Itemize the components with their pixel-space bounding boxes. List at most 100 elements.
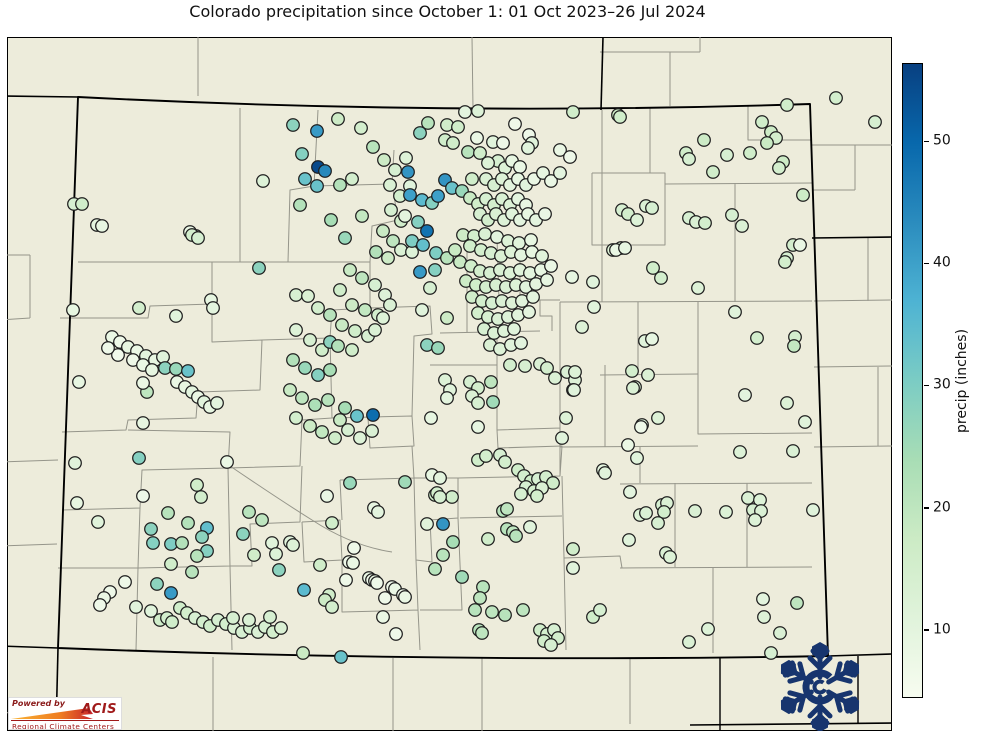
station-point [538,207,552,221]
station-point [654,271,668,285]
station-point [226,611,240,625]
station-point [136,416,150,430]
station-point [346,556,360,570]
station-point [144,604,158,618]
station-point [806,503,820,517]
station-point [748,513,762,527]
station-point [559,411,573,425]
station-point [355,209,369,223]
station-point [575,320,589,334]
acis-divider [11,720,119,721]
station-point [598,466,612,480]
station-point [381,251,395,265]
station-point [325,516,339,530]
station-point [645,332,659,346]
station-point [566,542,580,556]
station-point [403,188,417,202]
station-point [320,489,334,503]
station-point [657,505,671,519]
station-point [755,115,769,129]
station-point [298,172,312,186]
station-point [468,603,482,617]
station-point [335,318,349,332]
station-point [389,627,403,641]
station-point [586,275,600,289]
station-point [129,600,143,614]
station-point [790,596,804,610]
station-point [630,451,644,465]
station-point [433,471,447,485]
station-point [498,608,512,622]
station-point [471,104,485,118]
colorbar-tick-label: 30 [933,377,951,394]
acis-swoosh-graphic [11,708,93,719]
station-point [136,489,150,503]
station-point [478,227,492,241]
station-point [331,339,345,353]
station-point [181,364,195,378]
station-point [289,288,303,302]
station-point [623,485,637,499]
station-point [324,213,338,227]
station-point [256,174,270,188]
station-point [772,161,786,175]
station-point [368,278,382,292]
station-point [868,115,882,129]
station-point [399,151,413,165]
station-point [540,361,554,375]
station-point [651,516,665,530]
station-point [206,301,220,315]
station-point [334,650,348,664]
station-point [760,136,774,150]
station-point [513,160,527,174]
station-point [481,532,495,546]
station-point [190,549,204,563]
colorbar-tick-mark [924,507,929,509]
station-point [70,496,84,510]
station-point [95,219,109,233]
station-point [345,298,359,312]
station-point [132,301,146,315]
station-point [371,505,385,519]
station-point [401,165,415,179]
station-point [303,419,317,433]
station-point [473,591,487,605]
colorbar-tick-mark [924,140,929,143]
station-point [185,565,199,579]
acis-subtitle-text: Regional Climate Centers [12,722,115,730]
station-point [757,610,771,624]
station-point [220,455,234,469]
station-point [347,541,361,555]
station-point [446,136,460,150]
acis-powered-by-text: Powered by [12,699,65,708]
station-point [587,300,601,314]
station-point [295,391,309,405]
station-point [626,381,640,395]
station-point [741,491,755,505]
station-point [625,364,639,378]
station-point [311,368,325,382]
station-point [470,131,484,145]
station-point [471,420,485,434]
station-point [286,118,300,132]
station-point [146,536,160,550]
station-point [301,289,315,303]
station-point [639,506,653,520]
station-point [688,504,702,518]
station-point [756,592,770,606]
station-point [697,133,711,147]
station-point [252,261,266,275]
colorbar-tick-mark [924,262,929,265]
station-point [485,605,499,619]
station-point [93,598,107,612]
station-point [535,249,549,263]
station-point [508,117,522,131]
station-point [383,298,397,312]
station-point [728,305,742,319]
station-point [440,311,454,325]
station-point [514,336,528,350]
station-point [428,562,442,576]
station-point [111,348,125,362]
station-point [384,203,398,217]
station-point [181,516,195,530]
